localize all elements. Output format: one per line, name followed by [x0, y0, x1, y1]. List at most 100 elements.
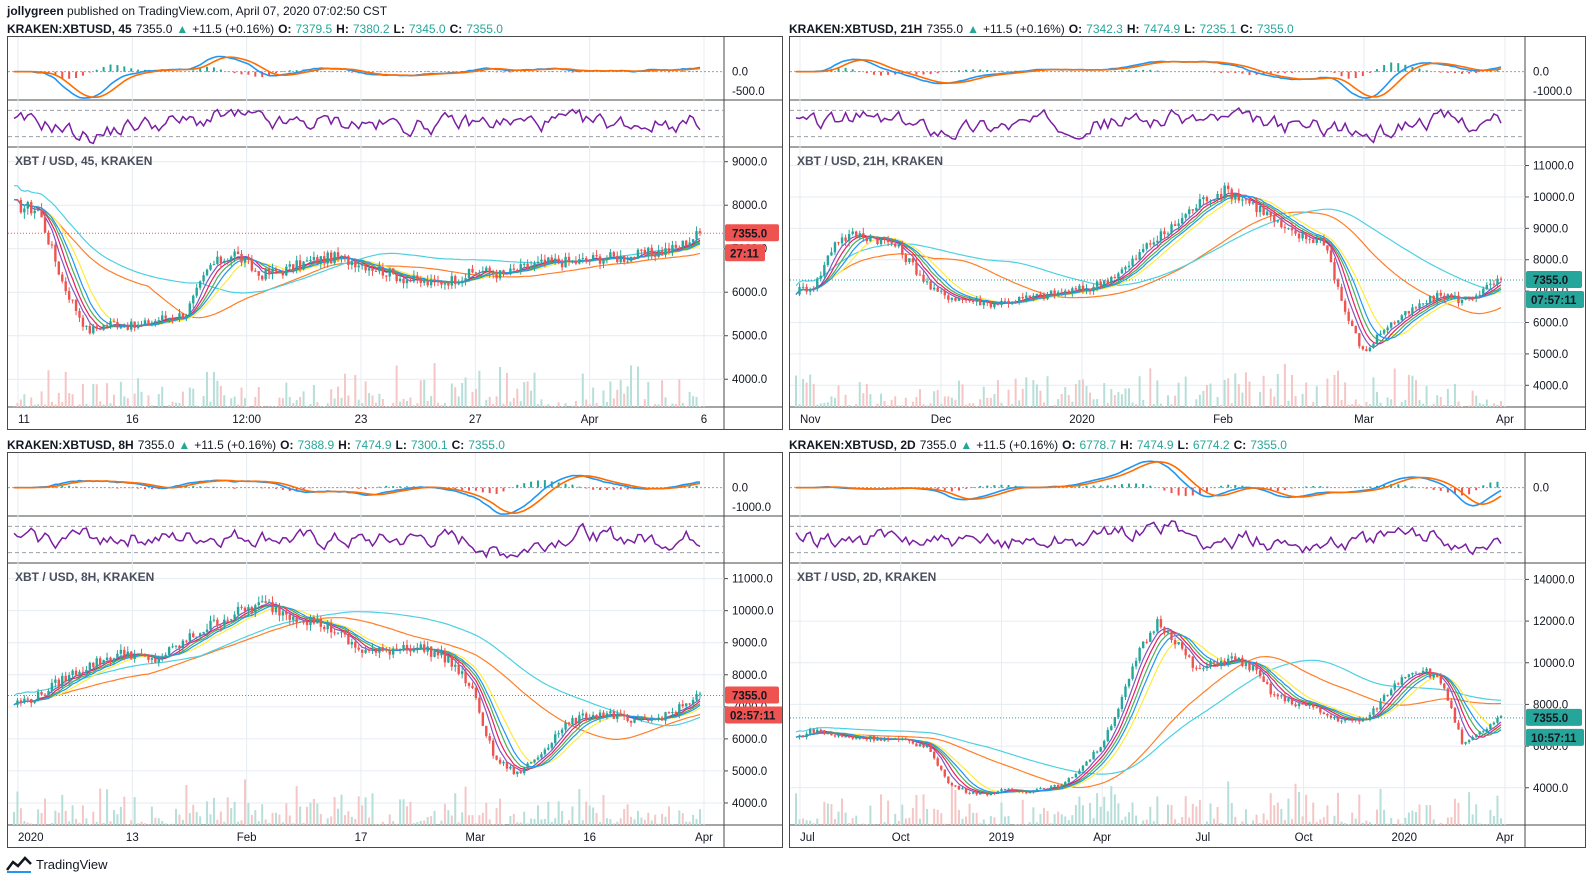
- candle-body: [1340, 286, 1343, 301]
- volume-bar: [647, 382, 650, 407]
- volume-bar: [92, 383, 95, 407]
- candle-body: [1290, 228, 1294, 231]
- candle-body: [19, 199, 23, 213]
- macd-histogram-bar: [488, 487, 491, 494]
- volume-bar: [1025, 377, 1028, 407]
- candle-body: [195, 636, 198, 638]
- volume-bar: [643, 399, 646, 407]
- candle-body: [1010, 301, 1014, 304]
- volume-bar: [388, 406, 391, 407]
- candle-body: [216, 256, 219, 264]
- volume-bar: [1393, 368, 1396, 407]
- macd-histogram-bar: [288, 70, 291, 72]
- macd-signal-line: [14, 475, 701, 515]
- candle-body: [181, 313, 185, 319]
- macd-histogram-bar: [1489, 70, 1492, 72]
- volume-bar: [333, 797, 336, 825]
- volume-bar: [1053, 814, 1056, 825]
- candle-body: [85, 325, 88, 327]
- candle-body: [302, 261, 305, 270]
- candle-body: [171, 646, 174, 648]
- candle-body: [1074, 773, 1078, 778]
- candle-body: [801, 735, 805, 738]
- candle-body: [26, 698, 29, 700]
- candle-body: [1485, 284, 1489, 289]
- volume-bar: [437, 402, 440, 407]
- candle-body: [865, 738, 869, 740]
- volume-bar: [133, 393, 136, 407]
- rsi-line: [795, 107, 1502, 144]
- up-arrow-icon: ▲: [967, 22, 979, 36]
- volume-bar: [1166, 395, 1169, 407]
- candle-body: [1276, 220, 1280, 222]
- macd-histogram-bar: [495, 71, 498, 73]
- volume-bar: [699, 406, 701, 407]
- macd-histogram-bar: [1305, 486, 1308, 488]
- volume-bar: [281, 398, 284, 407]
- volume-bar: [354, 374, 357, 407]
- volume-bar: [1220, 823, 1223, 825]
- candle-body: [1056, 292, 1060, 296]
- chart-svg[interactable]: 2020 13 Feb 17 Mar 16 Apr11000.010000.09000.08…: [8, 453, 782, 847]
- volume-bar: [1032, 807, 1035, 825]
- macd-histogram-bar: [1475, 487, 1478, 491]
- volume-bar: [650, 820, 653, 825]
- macd-histogram-bar: [1184, 487, 1187, 497]
- candle-body: [1106, 730, 1109, 741]
- candle-body: [925, 745, 929, 748]
- price-tick-label: 8000.0: [732, 670, 767, 682]
- candle-body: [457, 283, 460, 285]
- candle-body: [112, 658, 116, 662]
- volume-bar: [633, 819, 636, 825]
- macd-histogram-bar: [837, 67, 840, 72]
- volume-bar: [330, 816, 333, 825]
- time-tick-label: Nov: [800, 414, 821, 426]
- volume-bar: [890, 824, 893, 825]
- candle-body: [450, 276, 453, 286]
- volume-bar: [1340, 400, 1343, 407]
- volume-bar: [1298, 792, 1301, 825]
- candle-body: [678, 704, 681, 715]
- chart-area[interactable]: Nov Dec 2020 Feb Mar Apr 11000.0 10000.0 9000.0 8…: [789, 36, 1586, 430]
- candle-body: [1432, 674, 1435, 678]
- candle-body: [126, 651, 129, 657]
- volume-bar: [883, 401, 886, 407]
- chart-svg[interactable]: Jul Oct 2019 Apr Jul Oct 2020 Apr14000.012000.0…: [790, 453, 1585, 847]
- footer-brand[interactable]: TradingView: [6, 855, 108, 873]
- last-price-tag-label: 7355.0: [732, 690, 767, 702]
- volume-bar: [464, 377, 467, 407]
- volume-bar: [340, 397, 343, 407]
- chart-area[interactable]: 111612:002327Apr69000.08000.07000.06000.…: [7, 36, 783, 430]
- volume-bar: [471, 815, 474, 825]
- chart-area[interactable]: Jul Oct 2019 Apr Jul Oct 2020 Apr 14000.0 12000.0…: [789, 452, 1586, 848]
- candle-body: [886, 239, 890, 243]
- chart-svg[interactable]: 111612:002327Apr69000.08000.07000.06000.…: [8, 37, 782, 429]
- volume-bar: [1464, 824, 1467, 825]
- macd-histogram-bar: [592, 487, 595, 490]
- volume-bar: [102, 822, 105, 825]
- macd-histogram-bar: [1213, 71, 1216, 73]
- candle-body: [826, 255, 830, 265]
- price-tick-label: 6000.0: [1533, 318, 1568, 330]
- moving-average-line: [795, 630, 1502, 794]
- macd-histogram-bar: [109, 64, 112, 72]
- macd-histogram-bar: [530, 481, 533, 488]
- macd-histogram-bar: [993, 485, 996, 488]
- candle-body: [1304, 703, 1308, 706]
- candle-body: [495, 274, 498, 279]
- chart-area[interactable]: 2020 13 Feb 17 Mar 16 Apr 11000.0 10000.0 9000.0 8…: [7, 452, 783, 848]
- volume-bar: [1276, 373, 1279, 407]
- author-name[interactable]: jollygreen: [7, 4, 64, 18]
- candle-body: [1205, 665, 1209, 669]
- volume-bar: [123, 796, 126, 825]
- chart-svg[interactable]: Nov Dec 2020 Feb Mar Apr11000.010000.09000.08…: [790, 37, 1585, 429]
- candle-body: [1404, 311, 1407, 316]
- price-tick-label: 8000.0: [1533, 699, 1568, 711]
- volume-bar: [918, 818, 921, 825]
- volume-bar: [1287, 798, 1290, 825]
- volume-bar: [250, 814, 253, 825]
- macd-histogram-bar: [371, 71, 374, 74]
- candle-body: [1145, 243, 1148, 249]
- candle-body: [212, 263, 216, 265]
- candle-body: [323, 626, 326, 630]
